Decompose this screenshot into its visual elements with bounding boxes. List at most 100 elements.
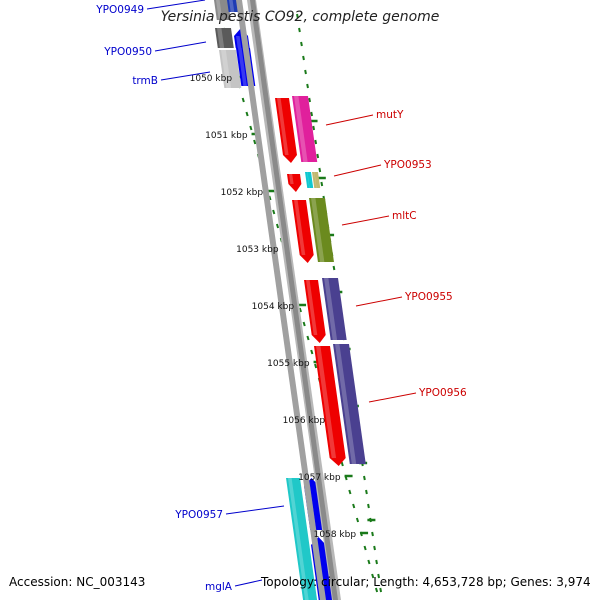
gene-trmb-bar	[219, 50, 242, 88]
gene-mltc	[292, 200, 314, 263]
gene-muty-2	[292, 96, 318, 162]
tick-minor-right	[371, 531, 374, 537]
gene-label-right: YPO0956	[418, 387, 467, 399]
gene-ypo0955-shade	[306, 280, 318, 335]
tick-minor-left	[253, 139, 257, 145]
leader-line-left	[154, 41, 207, 52]
gene-ypo0953-3	[312, 172, 321, 188]
tick-minor-left	[241, 97, 245, 103]
gene-ypo0956-2-shade	[335, 344, 357, 464]
gene-ypo0957-bar-shade	[288, 478, 309, 600]
tick-minor-right	[310, 111, 314, 117]
gene-ypo0950-arrow-shade	[236, 36, 242, 48]
tick-minor-left	[249, 125, 253, 131]
genome-stats: Topology: circular; Length: 4,653,728 bp…	[261, 575, 591, 589]
leader-line-left	[234, 579, 263, 587]
gene-ypo0956-2	[333, 344, 366, 464]
ruler-label: 1054 kbp	[252, 302, 295, 312]
tick-minor-left	[302, 321, 306, 327]
tick-minor-left	[371, 573, 375, 579]
gene-ypo0956-shade	[316, 346, 337, 458]
ruler-label: 1055 kbp	[267, 359, 310, 369]
tick-minor-right	[320, 181, 324, 187]
gene-trmb-bar-shade	[221, 50, 232, 88]
gene-label-left: YPO0949	[95, 4, 144, 16]
gene-muty-2-shade	[294, 96, 308, 162]
tick-minor-right	[373, 545, 376, 551]
gene-ypo0957-bar	[286, 478, 318, 600]
ruler-label: 1050 kbp	[190, 74, 233, 84]
leader-line-left	[146, 0, 206, 10]
tick-minor-left	[363, 545, 367, 551]
ruler-label: 1056 kbp	[283, 416, 326, 426]
tick-minor-right	[308, 97, 311, 103]
tick-minor-left	[272, 209, 276, 215]
gene-ypo0950-bar	[215, 28, 234, 48]
gene-label-right: YPO0953	[383, 159, 432, 171]
ruler-label: 1057 kbp	[298, 473, 341, 483]
gene-ypo0949-bar	[214, 0, 231, 20]
gene-label-right: mutY	[376, 109, 404, 121]
leader-line-right	[368, 392, 417, 403]
genome-title: Yersinia pestis CO92, complete genome	[160, 9, 440, 25]
tick-minor-left	[245, 111, 249, 117]
tick-minor-right	[306, 83, 309, 89]
gene-ypo0956	[314, 346, 346, 466]
gene-mltc-shade	[294, 200, 306, 255]
tick-minor-right	[298, 27, 301, 33]
tick-minor-left	[374, 587, 379, 593]
gene-mltc-2	[309, 198, 334, 262]
tick-minor-right	[304, 69, 307, 75]
tick-minor-left	[310, 349, 314, 355]
tick-minor-right	[375, 559, 378, 565]
gene-ypo0949-bar-shade	[216, 0, 223, 20]
gene-ypo0955	[304, 280, 326, 343]
tick-minor-right	[300, 41, 303, 47]
gene-trmb-arrow-shade	[238, 48, 247, 86]
tick-minor-left	[314, 363, 318, 369]
tick-minor-right	[318, 167, 322, 173]
gene-mltc-2-shade	[311, 198, 325, 262]
gene-ypo0953-3-shade	[314, 172, 317, 188]
tick-minor-left	[352, 503, 356, 509]
gene-label-left: trmB	[132, 75, 158, 87]
tick-minor-right	[363, 475, 366, 481]
tick-minor-right	[296, 13, 299, 19]
tick-minor-right	[312, 125, 316, 131]
gene-muty	[275, 98, 297, 163]
tick-minor-right	[302, 55, 305, 61]
tick-minor-right	[332, 265, 336, 271]
backbone-band	[250, 0, 338, 600]
tick-minor-right	[379, 587, 383, 593]
ruler-label: 1051 kbp	[205, 131, 248, 141]
gene-ypo0955-2	[322, 278, 347, 340]
tick-minor-right	[316, 153, 320, 159]
gene-label-left: YPO0950	[103, 46, 152, 58]
leader-line-left	[225, 505, 285, 515]
genome-backbone	[236, 0, 341, 600]
leader-line-right	[355, 296, 403, 307]
gene-label-right: mltC	[392, 210, 417, 222]
accession-text: Accession: NC_003143	[9, 575, 146, 589]
tick-minor-right	[377, 573, 381, 579]
ruler-label: 1058 kbp	[314, 530, 357, 540]
gene-ypo0953-2-shade	[307, 172, 310, 188]
backbone-band-inner	[236, 0, 326, 600]
gene-label-left: mglA	[205, 581, 233, 593]
leader-line-left	[160, 71, 211, 81]
gene-muty-shade	[277, 98, 289, 155]
leader-line-right	[333, 164, 382, 177]
gene-label-left: YPO0957	[174, 509, 223, 521]
tick-minor-right	[365, 489, 368, 495]
leader-line-right	[325, 114, 374, 126]
ruler-label: 1052 kbp	[221, 188, 264, 198]
ruler-label: 1053 kbp	[236, 245, 279, 255]
tick-minor-left	[355, 517, 360, 523]
labels: 1050 kbp 1051 kbp 1052 kbp 1053 kbp 1054 kbp…	[95, 0, 467, 593]
gene-ypo0949-arrow-shade	[229, 0, 235, 12]
tick-minor-left	[367, 559, 371, 565]
gene-ypo0955-2-shade	[324, 278, 338, 340]
gene-ypo0950-bar-shade	[217, 28, 225, 48]
gene-label-right: YPO0955	[404, 291, 453, 303]
